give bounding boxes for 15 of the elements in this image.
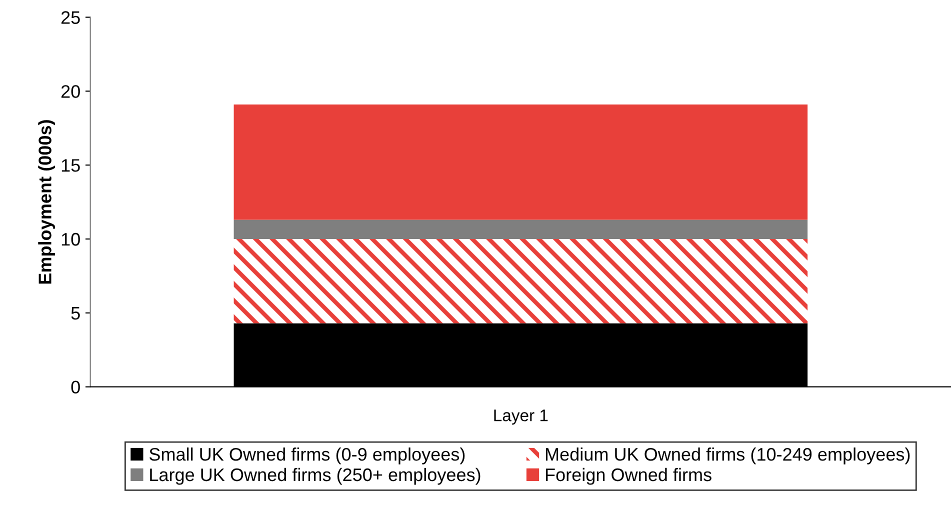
y-axis-title: Employment (000s) <box>38 120 55 284</box>
y-tick-label: 5 <box>71 307 80 320</box>
legend-label: Foreign Owned firms <box>546 468 712 485</box>
y-tick-label: 25 <box>61 11 80 24</box>
bar <box>234 104 808 220</box>
x-tick-label: Layer 1 <box>494 410 548 425</box>
y-tick-label: 20 <box>61 85 80 98</box>
legend-label: Medium UK Owned firms (10-249 employees) <box>546 447 910 464</box>
y-tick-label: 15 <box>62 159 80 172</box>
bar <box>234 220 808 239</box>
y-tick-label: 10 <box>62 232 80 246</box>
bar <box>234 239 808 324</box>
legend-label: Large UK Owned firms (250+ employees) <box>150 468 480 485</box>
legend-label: Small UK Owned firms (0-9 employees) <box>149 447 465 464</box>
y-tick-label: 0 <box>71 380 80 394</box>
